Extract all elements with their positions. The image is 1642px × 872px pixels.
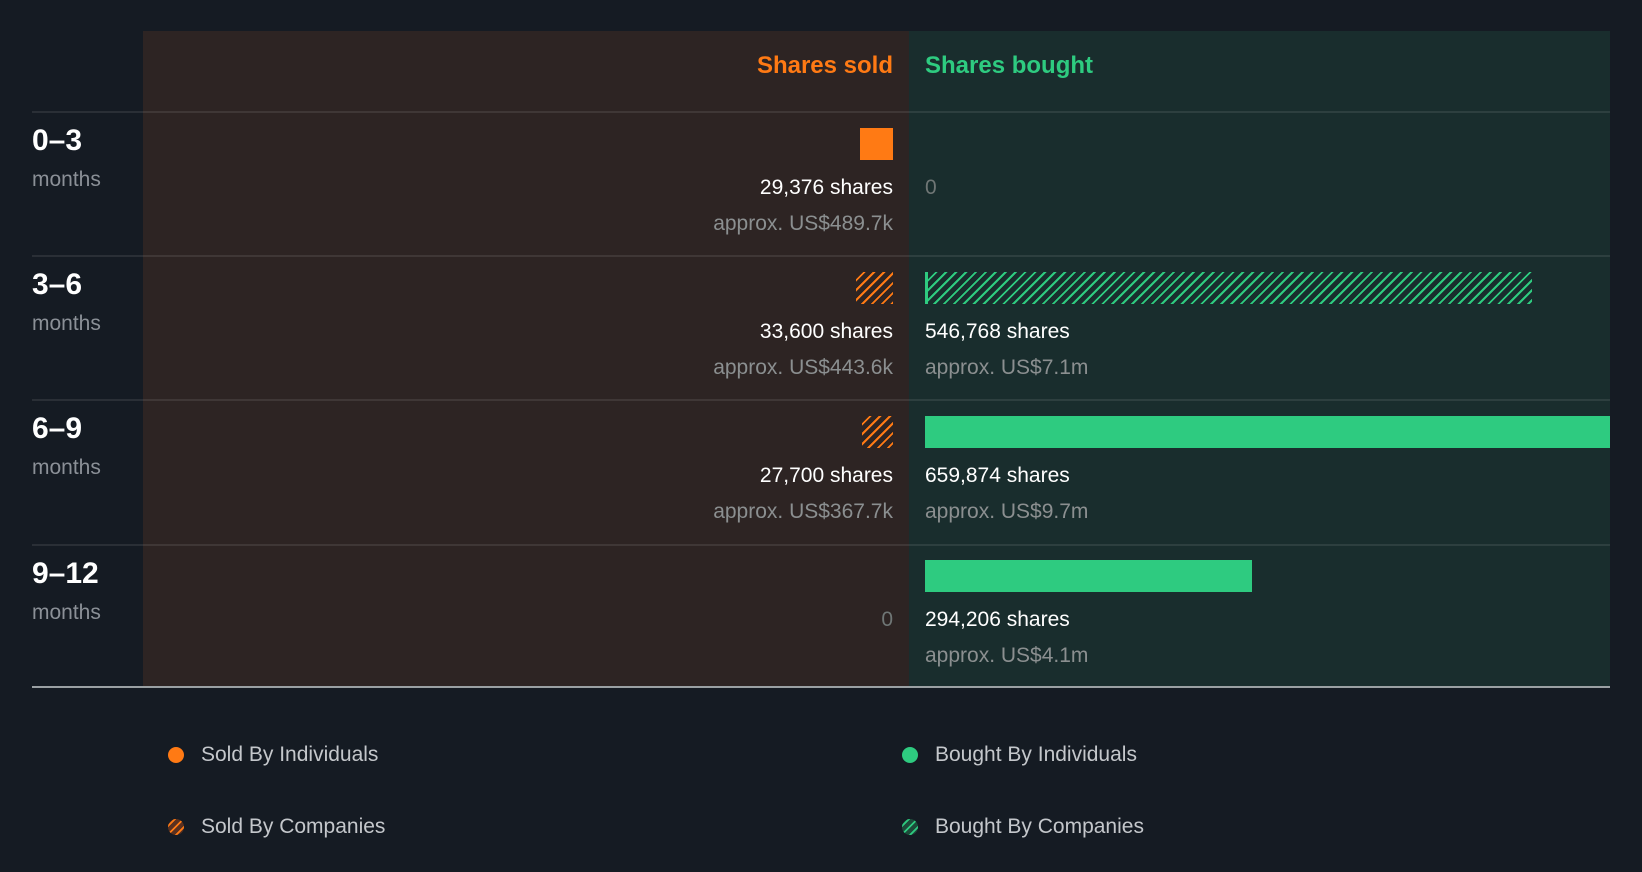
shares-sold-header: Shares sold <box>756 52 893 79</box>
legend-label: Bought By Individuals <box>935 743 1137 766</box>
period-range: 0–3 <box>32 124 83 157</box>
sold-values: 29,376 shares approx. US$489.7k <box>713 175 893 237</box>
green-dot-icon <box>902 747 918 763</box>
sold-zero: 0 <box>881 608 893 631</box>
orange-dot-icon <box>168 747 184 763</box>
legend-bought-companies[interactable]: Bought By Companies <box>902 815 1144 839</box>
sold-bar-individuals <box>860 128 893 160</box>
period-unit: months <box>32 168 101 191</box>
row-divider <box>32 111 1610 113</box>
bought-values: 294,206 shares approx. US$4.1m <box>925 607 1088 669</box>
period-range: 6–9 <box>32 412 83 445</box>
bought-approx-value: approx. US$9.7m <box>925 500 1089 523</box>
sold-approx-value: approx. US$367.7k <box>713 500 893 523</box>
legend-bought-individuals[interactable]: Bought By Individuals <box>902 743 1137 767</box>
sold-values: 0 <box>881 607 893 633</box>
bought-approx-value: approx. US$7.1m <box>925 356 1089 379</box>
legend-sold-individuals[interactable]: Sold By Individuals <box>168 743 378 767</box>
sold-shares: 33,600 shares <box>759 320 893 343</box>
bought-bar-individuals <box>925 416 1610 448</box>
bought-approx-value: approx. US$4.1m <box>925 644 1089 667</box>
legend-label: Sold By Companies <box>201 815 386 838</box>
sold-approx-value: approx. US$489.7k <box>713 212 893 235</box>
period-unit: months <box>32 601 101 624</box>
legend-sold-companies[interactable]: Sold By Companies <box>168 815 385 839</box>
bought-zero: 0 <box>925 176 937 199</box>
period-label-0-3: 0–3 months <box>32 124 101 192</box>
bought-shares: 294,206 shares <box>925 608 1070 631</box>
period-unit: months <box>32 456 101 479</box>
period-label-6-9: 6–9 months <box>32 412 101 480</box>
sold-shares: 29,376 shares <box>759 176 893 199</box>
legend-label: Bought By Companies <box>935 815 1144 838</box>
orange-hatched-dot-icon <box>168 819 184 835</box>
bought-shares: 546,768 shares <box>925 320 1070 343</box>
bought-values: 659,874 shares approx. US$9.7m <box>925 463 1088 525</box>
sold-values: 27,700 shares approx. US$367.7k <box>713 463 893 525</box>
period-range: 9–12 <box>32 557 99 590</box>
sold-values: 33,600 shares approx. US$443.6k <box>713 319 893 381</box>
sold-shares: 27,700 shares <box>759 464 893 487</box>
sold-approx-value: approx. US$443.6k <box>713 356 893 379</box>
period-range: 3–6 <box>32 268 83 301</box>
chart-baseline <box>32 686 1610 688</box>
row-divider <box>32 399 1610 401</box>
shares-sold-panel <box>143 31 909 687</box>
shares-bought-header: Shares bought <box>925 52 1094 79</box>
bought-bar-companies <box>925 272 1532 304</box>
sold-bar-companies <box>856 272 893 304</box>
green-hatched-dot-icon <box>902 819 918 835</box>
legend-label: Sold By Individuals <box>201 743 379 766</box>
sold-bar-companies <box>862 416 893 448</box>
bought-bar-individuals <box>925 560 1252 592</box>
bought-shares: 659,874 shares <box>925 464 1070 487</box>
bought-values: 0 <box>925 175 937 201</box>
row-divider <box>32 255 1610 257</box>
period-label-9-12: 9–12 months <box>32 557 101 625</box>
period-label-3-6: 3–6 months <box>32 268 101 336</box>
bought-values: 546,768 shares approx. US$7.1m <box>925 319 1088 381</box>
period-unit: months <box>32 312 101 335</box>
row-divider <box>32 544 1610 546</box>
